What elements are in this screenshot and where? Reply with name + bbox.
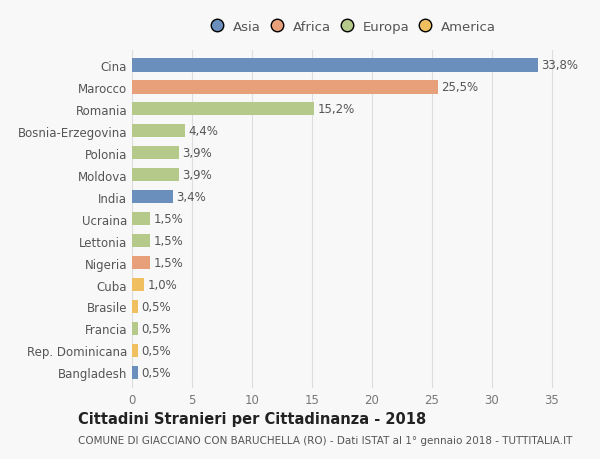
Bar — [132, 190, 173, 204]
Text: 3,9%: 3,9% — [182, 147, 212, 160]
Bar — [132, 213, 150, 226]
Text: 33,8%: 33,8% — [541, 59, 578, 73]
Text: 15,2%: 15,2% — [318, 103, 355, 116]
Bar — [132, 366, 138, 379]
Text: Cittadini Stranieri per Cittadinanza - 2018: Cittadini Stranieri per Cittadinanza - 2… — [78, 411, 426, 426]
Bar — [132, 169, 179, 182]
Bar — [132, 103, 314, 116]
Bar — [132, 235, 150, 248]
Bar — [132, 322, 138, 335]
Bar — [132, 59, 538, 73]
Bar — [132, 81, 438, 94]
Text: 0,5%: 0,5% — [142, 322, 171, 335]
Bar — [132, 278, 144, 291]
Text: 1,5%: 1,5% — [154, 213, 184, 226]
Bar — [132, 344, 138, 357]
Text: 1,5%: 1,5% — [154, 235, 184, 247]
Text: 1,5%: 1,5% — [154, 257, 184, 269]
Text: 3,9%: 3,9% — [182, 169, 212, 182]
Bar — [132, 147, 179, 160]
Text: 0,5%: 0,5% — [142, 366, 171, 379]
Bar — [132, 257, 150, 269]
Text: 4,4%: 4,4% — [188, 125, 218, 138]
Bar — [132, 125, 185, 138]
Bar — [132, 300, 138, 313]
Text: 0,5%: 0,5% — [142, 344, 171, 357]
Text: 1,0%: 1,0% — [148, 279, 178, 291]
Text: COMUNE DI GIACCIANO CON BARUCHELLA (RO) - Dati ISTAT al 1° gennaio 2018 - TUTTIT: COMUNE DI GIACCIANO CON BARUCHELLA (RO) … — [78, 435, 572, 445]
Text: 0,5%: 0,5% — [142, 300, 171, 313]
Text: 25,5%: 25,5% — [442, 81, 479, 94]
Legend: Asia, Africa, Europa, America: Asia, Africa, Europa, America — [208, 17, 500, 38]
Text: 3,4%: 3,4% — [176, 191, 206, 204]
